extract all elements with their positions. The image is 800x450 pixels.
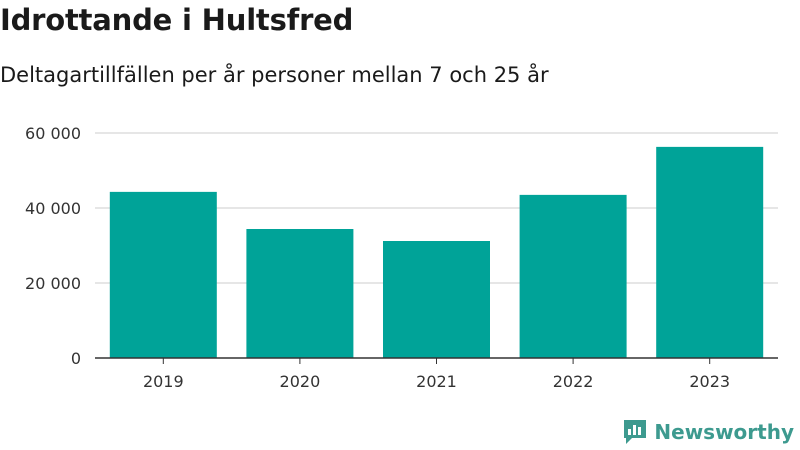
bar-2021 xyxy=(383,241,490,358)
bars xyxy=(109,146,764,358)
brand-logo: Newsworthy xyxy=(622,418,794,446)
x-tick-label: 2022 xyxy=(553,372,594,391)
axes xyxy=(95,357,778,364)
bar-2019 xyxy=(109,191,217,358)
x-tick-label: 2023 xyxy=(689,372,730,391)
chart-subtitle: Deltagartillfällen per år personer mella… xyxy=(0,63,549,87)
y-tick-label: 20 000 xyxy=(25,274,81,293)
x-tick-label: 2021 xyxy=(416,372,457,391)
y-tick-label: 40 000 xyxy=(25,199,81,218)
newsworthy-logo-icon xyxy=(624,420,647,444)
y-tick-label: 60 000 xyxy=(25,124,81,143)
bar-2020 xyxy=(246,229,354,358)
tick-labels: 0 20 000 40 000 60 000 2019 2020 2021 2022 2023 xyxy=(25,124,730,391)
bar-2023 xyxy=(656,146,764,358)
brand-name: Newsworthy xyxy=(654,420,794,444)
x-tick-label: 2020 xyxy=(280,372,321,391)
bar-2022 xyxy=(519,194,627,358)
x-tick-label: 2019 xyxy=(143,372,184,391)
chart-title: Idrottande i Hultsfred xyxy=(0,3,354,37)
y-tick-label: 0 xyxy=(71,349,81,368)
